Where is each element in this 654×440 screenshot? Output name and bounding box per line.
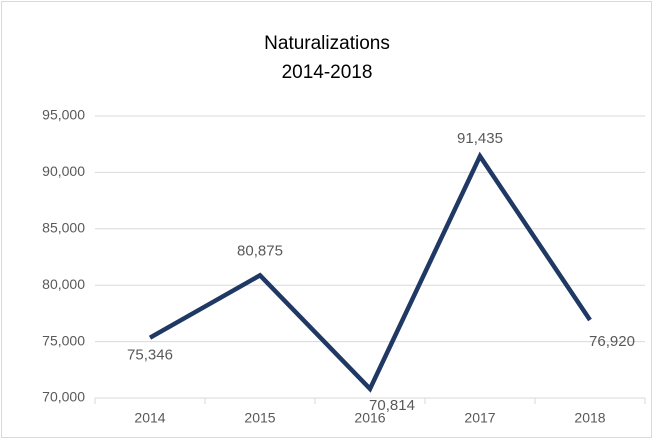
y-tick-label: 90,000 <box>42 163 85 179</box>
data-label: 75,346 <box>127 347 173 364</box>
y-tick-label: 70,000 <box>42 389 85 405</box>
y-tick-label: 80,000 <box>42 276 85 292</box>
x-tick-label: 2014 <box>134 410 165 426</box>
data-label: 80,875 <box>237 242 283 259</box>
chart-title: Naturalizations <box>264 33 390 54</box>
x-tick-label: 2015 <box>244 410 275 426</box>
data-label: 91,435 <box>457 130 503 147</box>
x-tick-label: 2018 <box>574 410 605 426</box>
y-tick-label: 75,000 <box>42 332 85 348</box>
chart-subtitle: 2014-2018 <box>282 62 373 83</box>
x-tick-label: 2016 <box>354 410 385 426</box>
line <box>148 151 592 393</box>
x-tick-label: 2017 <box>464 410 495 426</box>
data-label: 70,814 <box>369 397 415 414</box>
data-label: 76,920 <box>589 333 635 350</box>
y-tick-label: 85,000 <box>42 220 85 236</box>
y-tick-label: 95,000 <box>42 107 85 123</box>
